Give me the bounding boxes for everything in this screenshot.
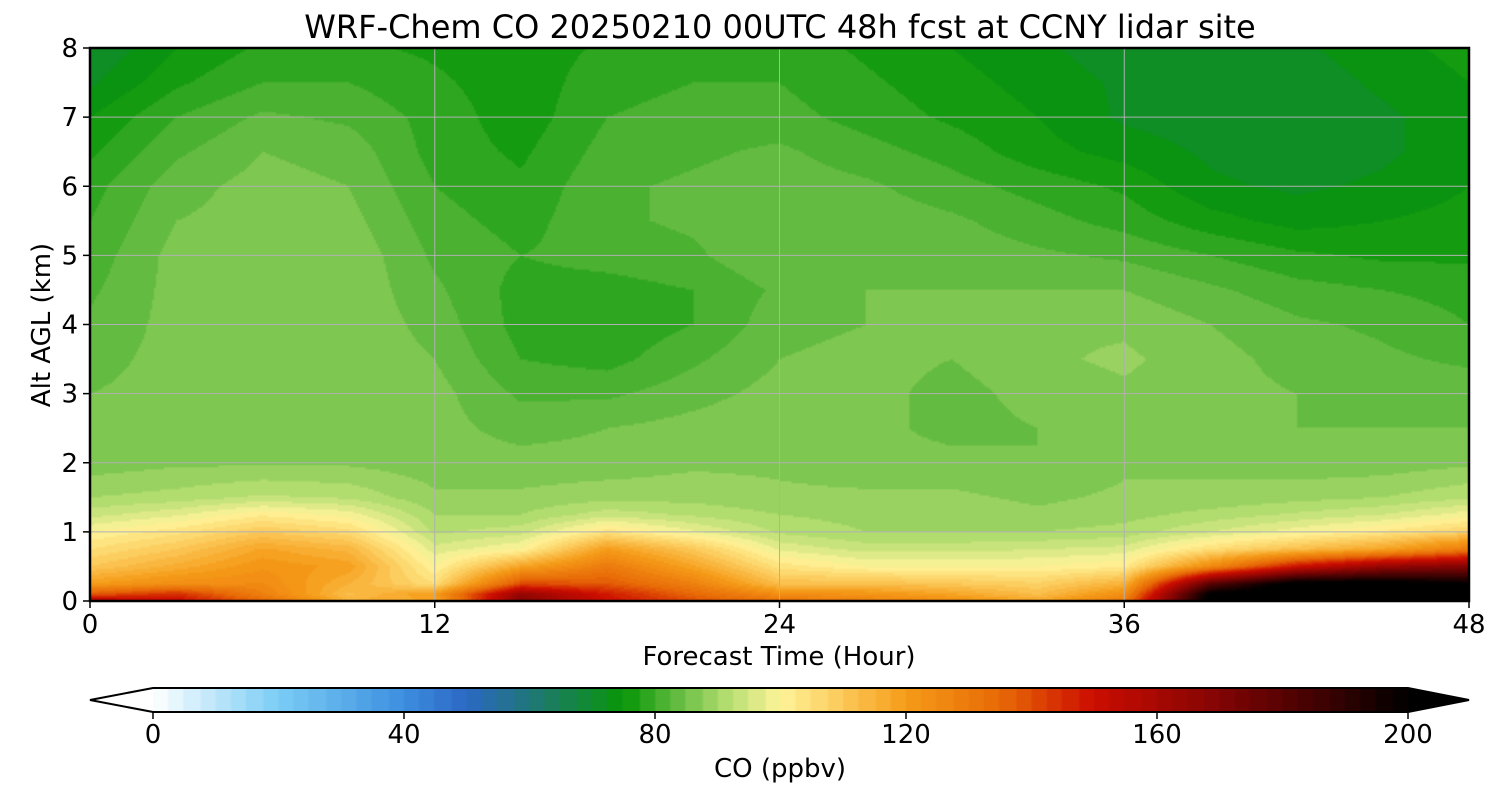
x-tick-label: 12 (418, 610, 451, 640)
colorbar-low-extend (90, 688, 153, 712)
x-axis-ticks: 0 12 24 36 48 (82, 601, 1486, 640)
x-tick-label: 48 (1452, 610, 1485, 640)
colorbar-tick-label: 40 (387, 720, 420, 750)
chart-title: WRF-Chem CO 20250210 00UTC 48h fcst at C… (304, 8, 1255, 46)
colorbar-tick-label: 0 (145, 720, 162, 750)
y-tick-label: 1 (61, 518, 78, 548)
colorbar-tick-label: 160 (1132, 720, 1182, 750)
colorbar-tick-label: 80 (638, 720, 671, 750)
colorbar-ticks: 0 40 80 120 160 200 (145, 712, 1433, 750)
y-axis-label: Alt AGL (km) (27, 243, 57, 407)
colorbar-tick-label: 200 (1383, 720, 1433, 750)
colorbar-high-extend (1408, 688, 1469, 712)
y-tick-label: 6 (61, 172, 78, 202)
y-axis-ticks: 0 1 2 3 4 5 6 7 8 (61, 34, 90, 617)
y-tick-label: 0 (61, 587, 78, 617)
y-tick-label: 3 (61, 380, 78, 410)
y-tick-label: 8 (61, 34, 78, 64)
y-tick-label: 2 (61, 449, 78, 479)
colorbar-tick-label: 120 (881, 720, 931, 750)
colorbar-gradient (153, 688, 1408, 712)
x-axis-label: Forecast Time (Hour) (642, 642, 915, 672)
colorbar-label: CO (ppbv) (714, 754, 846, 784)
y-tick-label: 5 (61, 241, 78, 271)
x-tick-label: 36 (1108, 610, 1141, 640)
x-tick-label: 0 (82, 610, 99, 640)
y-tick-label: 4 (61, 311, 78, 341)
y-tick-label: 7 (61, 103, 78, 133)
x-tick-label: 24 (763, 610, 796, 640)
